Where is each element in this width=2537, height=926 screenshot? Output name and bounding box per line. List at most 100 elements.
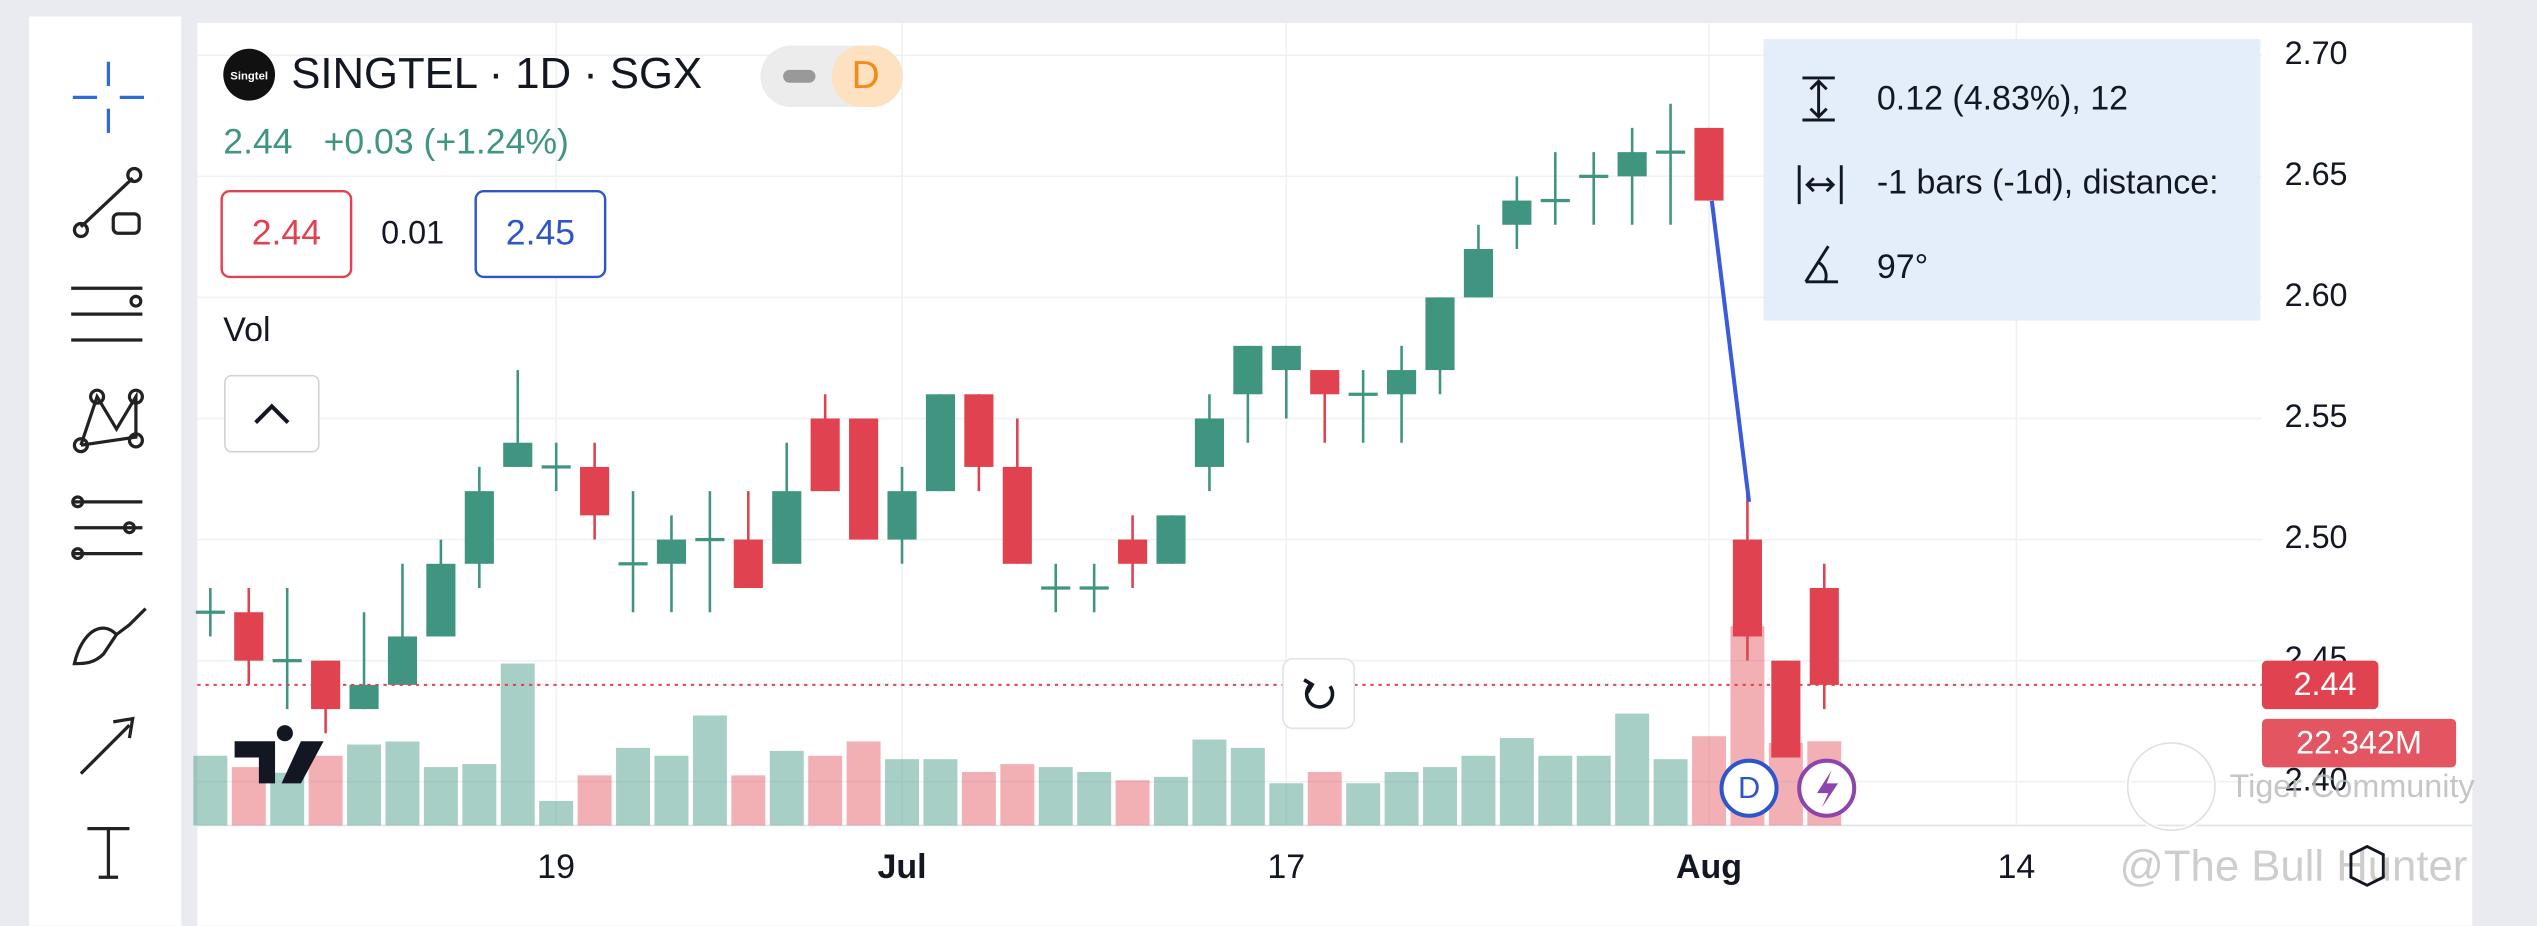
- volume-label: 22.342M: [2296, 724, 2422, 760]
- volume-bar: [539, 800, 574, 826]
- watermark-text: Tiger Community: [2230, 768, 2476, 804]
- y-tick-label: 2.50: [2285, 519, 2348, 555]
- sell-button[interactable]: [220, 189, 353, 279]
- watermark-logo-ring: [2126, 742, 2216, 832]
- candle-body: [464, 491, 494, 564]
- event-marker-icon: [1816, 770, 1839, 808]
- candle-body: [618, 562, 648, 566]
- volume-bar: [1230, 747, 1265, 826]
- reset-icon: [1303, 678, 1335, 709]
- logo: [223, 48, 276, 101]
- candle-body: [1194, 418, 1225, 467]
- candle-body: [1579, 174, 1609, 178]
- height-icon: [1802, 76, 1835, 122]
- volume-bar: [692, 715, 727, 826]
- candle-body: [656, 539, 687, 564]
- candle-body: [1079, 586, 1109, 590]
- arrow-icon[interactable]: [79, 716, 135, 775]
- volume-bar: [1423, 767, 1457, 826]
- candle-body: [1387, 370, 1417, 395]
- change-text: +0.03 (+1.24%): [324, 122, 569, 162]
- candle-body: [1041, 586, 1071, 590]
- candle-body: [426, 563, 456, 637]
- fib-icon[interactable]: [71, 286, 143, 342]
- last-price-tag: [2261, 660, 2379, 710]
- dividend-marker: [1719, 758, 1779, 818]
- measure-text: 0.12 (4.83%), 12: [1877, 80, 2128, 118]
- timeframe-badge: D: [852, 54, 880, 97]
- crosshair-icon[interactable]: [72, 61, 145, 133]
- volume-bar: [654, 755, 689, 826]
- candle-body: [503, 442, 533, 467]
- candle-body: [1656, 150, 1686, 154]
- reset-button[interactable]: [1282, 657, 1356, 730]
- volume-tag: [2261, 718, 2457, 768]
- volume-bar: [1346, 783, 1381, 826]
- last-price-label: 2.44: [2294, 666, 2357, 702]
- y-tick-label: 2.55: [2285, 398, 2348, 434]
- text-icon[interactable]: [87, 827, 130, 879]
- angle-icon: [1804, 245, 1839, 284]
- toggle-active: [831, 45, 903, 108]
- candle-body: [1156, 515, 1186, 564]
- candle-body: [1348, 392, 1378, 396]
- y-tick-label: 2.65: [2285, 156, 2348, 192]
- candle-body: [1002, 466, 1032, 564]
- logo-text: Singtel: [230, 70, 268, 82]
- trendline-icon[interactable]: [72, 166, 143, 239]
- volume-bar: [1000, 764, 1035, 826]
- candle-body: [272, 659, 302, 663]
- buy-button[interactable]: [474, 189, 607, 279]
- candle-body: [1771, 660, 1801, 758]
- brush-icon[interactable]: [72, 607, 147, 666]
- volume-bar: [1461, 755, 1496, 826]
- measure-text: -1 bars (-1d), distance:: [1877, 164, 2219, 202]
- volume-title: Vol: [223, 311, 270, 349]
- chart-title: SINGTEL · 1D · SGX: [291, 49, 702, 98]
- candle-body: [541, 465, 571, 469]
- volume-bar: [577, 775, 612, 826]
- volume-bar: [1269, 783, 1304, 826]
- y-tick-label: 2.60: [2285, 277, 2348, 313]
- volume-bar: [462, 764, 497, 826]
- settings-icon: [2349, 844, 2385, 887]
- volume-bar: [769, 750, 804, 826]
- candle-body: [1463, 248, 1493, 298]
- volume-bar: [1576, 755, 1611, 826]
- candle-body: [1310, 370, 1340, 395]
- tv-logo: [234, 725, 324, 784]
- volume-bar: [1115, 780, 1150, 826]
- volume-bar: [193, 755, 228, 826]
- volume-bar: [1307, 771, 1342, 826]
- candle-body: [1617, 152, 1647, 177]
- volume-bar: [347, 744, 382, 826]
- pattern-icon[interactable]: [72, 388, 145, 454]
- x-tick-label: 17: [1267, 848, 1305, 886]
- x-tick-label: Jul: [877, 848, 926, 886]
- candle-body: [772, 491, 802, 564]
- volume-bar: [1154, 776, 1189, 826]
- forecast-icon[interactable]: [71, 495, 143, 561]
- dividend-marker-text: D: [1738, 770, 1760, 805]
- collapse-button[interactable]: [224, 374, 320, 453]
- candle-body: [387, 636, 418, 685]
- volume-bar: [1077, 771, 1112, 826]
- candle-body: [234, 612, 264, 661]
- candle-body: [695, 537, 725, 542]
- candle-body: [733, 539, 763, 589]
- candle-body: [195, 610, 225, 614]
- x-tick-label: Aug: [1676, 848, 1742, 886]
- measure-icons: [1797, 76, 1843, 284]
- spread: 0.01: [381, 214, 444, 250]
- toolbar-icons[interactable]: [71, 61, 147, 879]
- candle-body: [1694, 127, 1724, 201]
- x-tick-label: 19: [537, 848, 575, 886]
- y-tick-label: 2.70: [2285, 35, 2348, 71]
- candle-body: [349, 684, 379, 710]
- measure-text: 97°: [1877, 248, 1928, 286]
- candle-body: [1732, 539, 1762, 637]
- candle-body: [1540, 198, 1570, 203]
- candle-body: [887, 491, 917, 540]
- volume-bar: [923, 759, 958, 826]
